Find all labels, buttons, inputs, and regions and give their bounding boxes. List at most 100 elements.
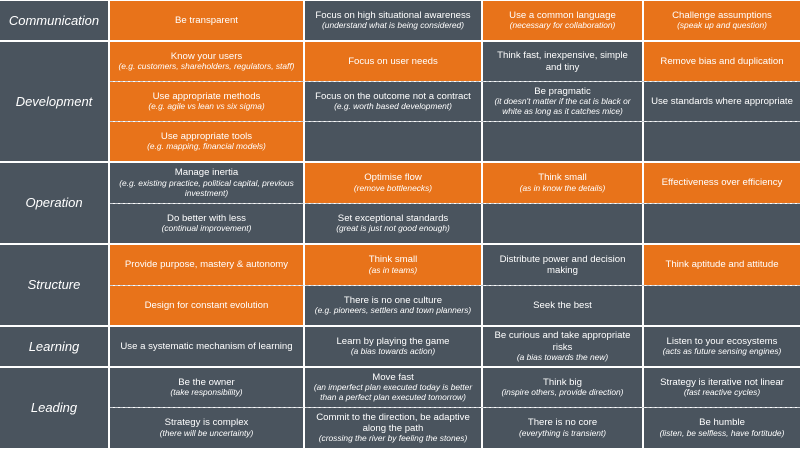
principle-cell: Think big (inspire others, provide direct… (483, 368, 642, 407)
principle-cell: There is no core (everything is transient… (483, 408, 642, 448)
principle-title: Learn by playing the game (336, 335, 450, 347)
principle-title: Design for constant evolution (144, 299, 269, 311)
category-label: Development (0, 42, 108, 161)
principle-subtitle: (everything is transient) (518, 427, 607, 438)
principle-cell: Listen to your ecosystems (acts as future… (644, 327, 800, 366)
principle-title: There is no one culture (343, 294, 443, 306)
principle-title: Strategy is complex (164, 417, 249, 429)
principle-title: Use appropriate methods (152, 90, 261, 102)
principle-title: Focus on the outcome not a contract (315, 90, 471, 102)
principle-cell: Seek the best (483, 286, 642, 325)
principle-subtitle: (an imperfect plan executed today is bet… (313, 382, 473, 403)
principle-title: Optimise flow (364, 172, 422, 184)
principle-cell (483, 204, 642, 243)
principle-subtitle: (take responsibility) (170, 387, 243, 398)
principle-subtitle: (listen, be selfless, have fortitude) (659, 427, 785, 438)
row-divider (110, 81, 800, 82)
principle-cell: Be the owner (take responsibility) (110, 368, 303, 407)
principle-cell (644, 286, 800, 325)
principle-title: Set exceptional standards (337, 212, 449, 224)
principle-subtitle: (necessary for collaboration) (509, 20, 616, 31)
principle-title: Commit to the direction, be adaptive alo… (316, 411, 470, 435)
principle-subtitle: (it doesn't matter if the cat is black o… (494, 96, 631, 117)
principle-subtitle: (speak up and question) (677, 20, 767, 31)
principle-title: Provide purpose, mastery & autonomy (124, 259, 289, 271)
category-label: Learning (0, 327, 108, 366)
principle-subtitle: (as in teams) (368, 264, 418, 275)
principle-title: Think big (543, 376, 582, 388)
principle-title: Think small (538, 172, 587, 184)
principle-title: Use appropriate tools (160, 130, 253, 142)
principle-subtitle: (e.g. mapping, financial models) (147, 141, 266, 152)
principle-cell: Manage inertia (e.g. existing practice, p… (110, 163, 303, 203)
principle-cell: Strategy is complex (there will be uncert… (110, 408, 303, 448)
principle-cell: Learn by playing the game (a bias towards… (305, 327, 481, 366)
principle-title: Remove bias and duplication (660, 55, 784, 67)
principle-title: Use a common language (509, 9, 616, 21)
principle-cell: Use standards where appropriate (644, 82, 800, 121)
principle-title: Think fast, inexpensive, simple and tiny (497, 50, 628, 73)
principle-title: Be transparent (175, 14, 238, 26)
principle-cell: Focus on high situational awareness (unde… (305, 1, 481, 40)
principle-subtitle: (e.g. customers, shareholders, regulator… (118, 61, 295, 72)
principle-title: Be the owner (178, 376, 235, 388)
principle-cell: Design for constant evolution (110, 286, 303, 325)
principle-subtitle: (fast reactive cycles) (683, 387, 761, 398)
principle-cell: Use a systematic mechanism of learning (110, 327, 303, 366)
row-divider (110, 203, 800, 204)
principle-subtitle: (remove bottlenecks) (353, 182, 433, 193)
category-label: Leading (0, 368, 108, 448)
principle-cell (644, 122, 800, 161)
principle-cell: Challenge assumptions (speak up and quest… (644, 1, 800, 40)
principle-title: Know your users (170, 50, 243, 62)
principle-cell: Be pragmatic (it doesn't matter if the ca… (483, 82, 642, 121)
principle-title: Do better with less (167, 212, 246, 224)
principle-cell: Focus on user needs (305, 42, 481, 81)
row-divider (110, 285, 800, 286)
principle-title: Use standards where appropriate (651, 95, 793, 107)
principle-subtitle: (a bias towards action) (350, 346, 436, 357)
principle-title: Think aptitude and attitude (665, 259, 779, 271)
principle-subtitle: (e.g. existing practice, political capit… (119, 177, 294, 198)
principle-cell: Commit to the direction, be adaptive alo… (305, 408, 481, 448)
principle-cell (305, 122, 481, 161)
principle-cell: Think small (as in teams) (305, 245, 481, 285)
principle-subtitle: (inspire others, provide direction) (501, 387, 624, 398)
principle-cell: Optimise flow (remove bottlenecks) (305, 163, 481, 203)
principle-title: Challenge assumptions (672, 9, 772, 21)
principle-cell: Use appropriate methods (e.g. agile vs le… (110, 82, 303, 121)
principle-cell: Distribute power and decision making (483, 245, 642, 285)
principle-title: There is no core (527, 417, 598, 429)
principle-title: Manage inertia (174, 167, 239, 179)
principle-cell: Strategy is iterative not linear (fast re… (644, 368, 800, 407)
principle-title: Be curious and take appropriate risks (494, 330, 631, 353)
principle-cell (644, 204, 800, 243)
principle-title: Focus on high situational awareness (315, 9, 471, 21)
principle-subtitle: (e.g. pioneers, settlers and town planne… (314, 305, 472, 316)
principle-cell: Set exceptional standards (great is just … (305, 204, 481, 243)
principle-cell: Know your users (e.g. customers, sharehol… (110, 42, 303, 81)
principle-cell: Think aptitude and attitude (644, 245, 800, 285)
principle-cell: Think fast, inexpensive, simple and tiny (483, 42, 642, 81)
principle-title: Distribute power and decision making (499, 253, 626, 276)
principle-cell: Effectiveness over efficiency (644, 163, 800, 203)
principle-cell: Provide purpose, mastery & autonomy (110, 245, 303, 285)
principle-cell: Be transparent (110, 1, 303, 40)
principle-cell: Use a common language (necessary for coll… (483, 1, 642, 40)
principle-cell: Think small (as in know the details) (483, 163, 642, 203)
principle-cell: Do better with less (continual improvemen… (110, 204, 303, 243)
principle-cell (483, 122, 642, 161)
principle-title: Seek the best (533, 299, 592, 311)
row-divider (110, 407, 800, 408)
principle-subtitle: (acts as future sensing engines) (662, 346, 782, 357)
principle-cell: Move fast (an imperfect plan executed tod… (305, 368, 481, 407)
principle-subtitle: (crossing the river by feeling the stone… (318, 433, 468, 444)
principle-title: Move fast (372, 371, 414, 383)
principle-subtitle: (as in know the details) (519, 182, 606, 193)
principle-title: Be pragmatic (534, 85, 591, 97)
principle-title: Strategy is iterative not linear (660, 376, 784, 388)
principle-title: Think small (368, 254, 418, 266)
category-label: Structure (0, 245, 108, 325)
principle-title: Listen to your ecosystems (666, 335, 778, 347)
principle-cell: Be humble (listen, be selfless, have fort… (644, 408, 800, 448)
